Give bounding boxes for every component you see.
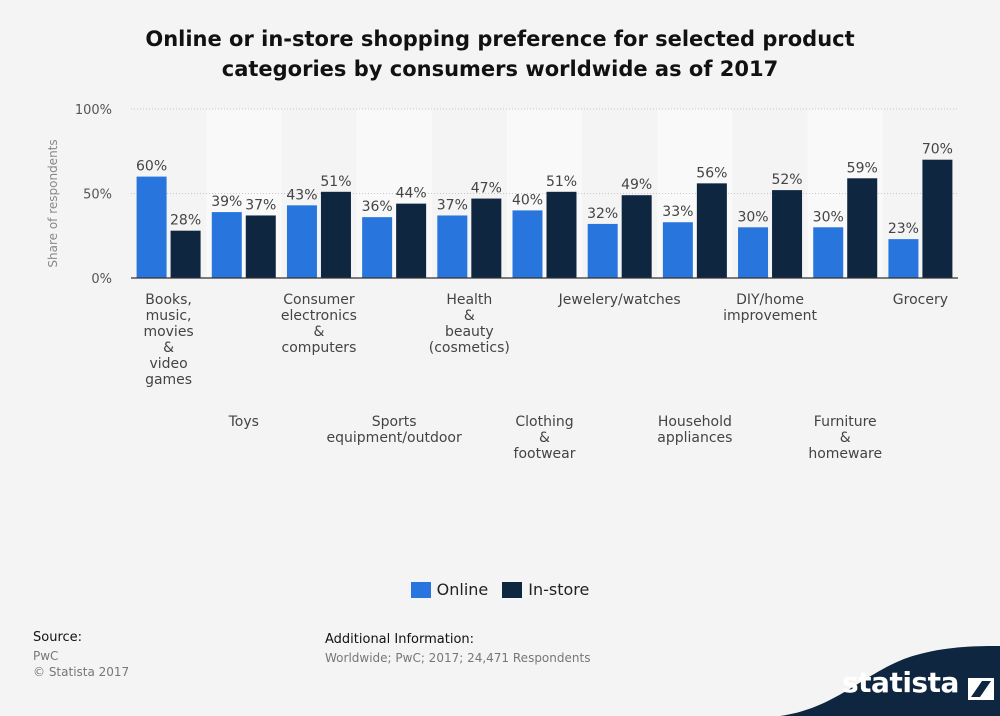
title-line-1: Online or in-store shopping preference f…: [145, 27, 855, 51]
y-tick-label: 0%: [91, 272, 112, 287]
x-tick-label: Toys: [228, 414, 259, 430]
source-label: Source:: [33, 630, 83, 645]
data-label: 30%: [737, 209, 768, 225]
additional-info-block: Additional Information: Worldwide; PwC; …: [325, 632, 590, 665]
bar-online: [512, 210, 543, 278]
x-tick-label: &: [464, 308, 475, 324]
chart-title: Online or in-store shopping preference f…: [100, 24, 900, 84]
legend-label-instore: In-store: [528, 580, 590, 599]
data-label: 70%: [922, 142, 953, 158]
data-label: 51%: [320, 174, 351, 190]
source-link[interactable]: PwC: [33, 649, 59, 663]
bar-online: [286, 205, 317, 278]
x-tick-label: games: [145, 372, 192, 388]
legend-swatch-online: [410, 581, 431, 598]
bar-instore: [847, 178, 878, 278]
x-tick-label: &: [840, 430, 851, 446]
source-block: Source: PwC © Statista 2017: [33, 630, 129, 680]
statista-logo-text[interactable]: statista: [842, 666, 959, 699]
bar-instore: [396, 203, 427, 278]
x-tick-label: DIY/home: [736, 292, 804, 308]
bar-instore: [696, 183, 727, 278]
bar-online: [437, 215, 468, 278]
bar-instore: [922, 159, 953, 278]
x-tick-label: Furniture: [814, 414, 877, 430]
x-tick-label: Health: [446, 292, 492, 308]
y-axis-label: Share of respondents: [46, 139, 60, 267]
statista-logo-icon: [968, 678, 994, 700]
legend-item-instore[interactable]: In-store: [502, 580, 589, 599]
x-tick-label: movies: [143, 324, 193, 340]
x-tick-label: appliances: [657, 430, 732, 446]
x-tick-label: Sports: [372, 414, 417, 430]
x-tick-label: &: [539, 430, 550, 446]
data-label: 56%: [696, 165, 727, 181]
brand-banner: [780, 646, 1000, 716]
data-label: 59%: [847, 160, 878, 176]
data-label: 40%: [512, 192, 543, 208]
title-line-2: categories by consumers worldwide as of …: [221, 57, 779, 81]
x-tick-label: Jewelery/watches: [558, 292, 681, 308]
bar-online: [362, 217, 393, 278]
legend-label-online: Online: [436, 580, 489, 599]
bar-instore: [471, 198, 502, 278]
x-tick-label: beauty: [445, 324, 494, 340]
x-tick-label: &: [313, 324, 324, 340]
y-tick-label: 100%: [75, 103, 112, 118]
x-tick-label: footwear: [514, 446, 576, 462]
bar-online: [888, 239, 919, 278]
bar-online: [813, 227, 844, 278]
x-tick-label: improvement: [723, 308, 817, 324]
bar-online: [662, 222, 693, 278]
x-tick-label: Books,: [145, 292, 192, 308]
bar-instore: [772, 190, 803, 278]
legend-item-online[interactable]: Online: [410, 580, 489, 599]
data-label: 39%: [211, 194, 242, 210]
bar-chart: 0% 50% 100% Share of respondents 60% 39% 43% 36…: [46, 103, 958, 462]
data-label: 60%: [136, 159, 167, 175]
x-tick-label: music,: [146, 308, 192, 324]
additional-info-text: Worldwide; PwC; 2017; 24,471 Respondents: [325, 651, 591, 665]
data-label: 47%: [471, 181, 502, 197]
bar-online: [738, 227, 769, 278]
x-tick-label: electronics: [281, 308, 357, 324]
bar-online: [136, 176, 167, 278]
data-label: 51%: [546, 174, 577, 190]
copyright-text: © Statista 2017: [33, 665, 130, 679]
x-tick-label: Grocery: [893, 292, 948, 308]
x-tick-label: Consumer: [283, 292, 355, 308]
data-label: 37%: [245, 197, 276, 213]
x-tick-label: computers: [282, 340, 357, 356]
y-tick-label: 50%: [83, 188, 112, 203]
x-tick-label: homeware: [808, 446, 882, 462]
data-label: 36%: [362, 199, 393, 215]
bar-instore: [170, 230, 201, 278]
x-tick-label: &: [163, 340, 174, 356]
x-tick-label: video: [149, 356, 187, 372]
x-tick-label: Clothing: [515, 414, 573, 430]
bar-instore: [320, 191, 351, 278]
data-label: 28%: [170, 213, 201, 229]
data-label: 23%: [888, 221, 919, 237]
data-label: 49%: [621, 177, 652, 193]
data-label: 32%: [587, 206, 618, 222]
legend-swatch-instore: [502, 581, 523, 598]
data-label: 33%: [662, 204, 693, 220]
data-label: 30%: [813, 209, 844, 225]
data-label: 43%: [286, 187, 317, 203]
bar-instore: [621, 195, 652, 278]
bar-instore: [245, 215, 276, 278]
bar-online: [587, 223, 618, 278]
data-label: 37%: [437, 197, 468, 213]
x-tick-label: (cosmetics): [429, 340, 510, 356]
additional-info-label: Additional Information:: [325, 632, 475, 647]
data-label: 44%: [396, 186, 427, 202]
x-tick-label: Household: [658, 414, 732, 430]
bar-online: [211, 212, 242, 278]
x-tick-label: equipment/outdoor: [327, 430, 462, 446]
legend[interactable]: Online In-store: [0, 580, 1000, 599]
bar-instore: [546, 191, 577, 278]
data-label: 52%: [771, 172, 802, 188]
